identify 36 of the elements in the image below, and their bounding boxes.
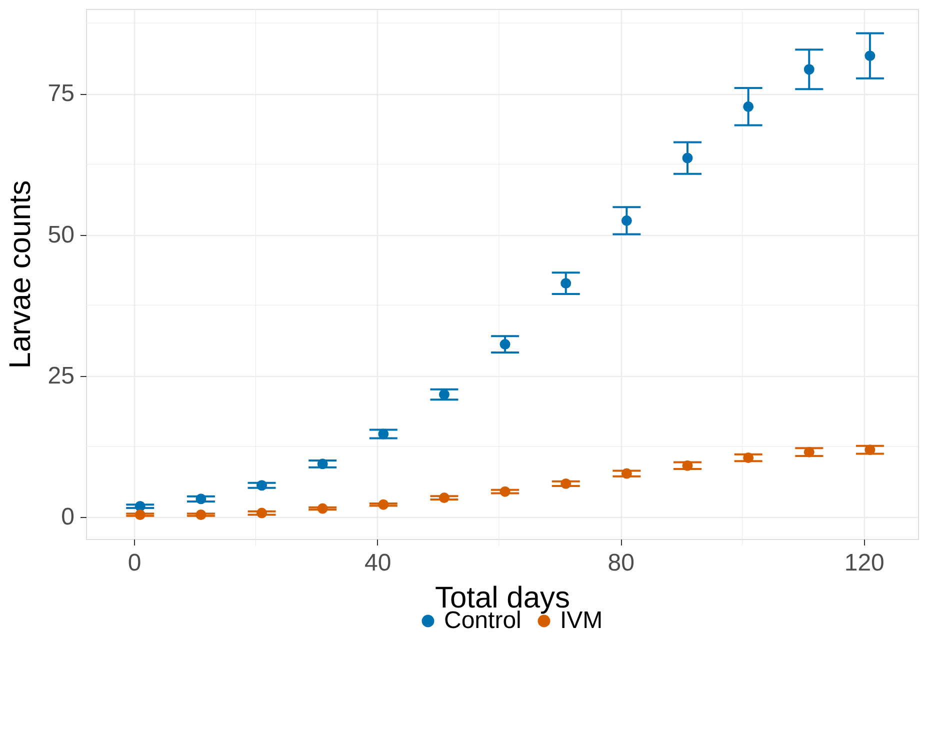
y-tick-label: 50 bbox=[48, 221, 74, 248]
point bbox=[560, 278, 572, 289]
point bbox=[560, 478, 572, 489]
x-tick-label: 80 bbox=[608, 550, 634, 576]
y-axis-title: Larvae counts bbox=[4, 180, 37, 369]
y-tick-label: 25 bbox=[48, 362, 74, 390]
point bbox=[500, 486, 510, 497]
point bbox=[196, 509, 206, 520]
x-tick-label: 40 bbox=[364, 550, 392, 576]
point bbox=[378, 428, 389, 440]
y-tick-label: 0 bbox=[61, 503, 74, 530]
point bbox=[378, 499, 389, 510]
point bbox=[134, 509, 146, 520]
point bbox=[682, 460, 693, 471]
point bbox=[743, 101, 754, 112]
point bbox=[196, 494, 206, 504]
point bbox=[804, 64, 814, 75]
point bbox=[317, 503, 328, 514]
x-tick-label: 120 bbox=[844, 550, 884, 576]
point bbox=[256, 508, 268, 518]
point bbox=[621, 215, 632, 226]
point bbox=[621, 468, 632, 479]
point bbox=[438, 492, 450, 504]
point bbox=[256, 480, 268, 491]
point bbox=[134, 501, 146, 512]
point bbox=[864, 444, 876, 456]
point bbox=[682, 152, 693, 164]
point bbox=[864, 50, 876, 62]
legend-label: IVM bbox=[560, 607, 603, 634]
point bbox=[804, 446, 814, 458]
point bbox=[438, 389, 450, 400]
point bbox=[743, 452, 754, 463]
y-tick-label: 75 bbox=[48, 80, 74, 108]
point bbox=[500, 339, 510, 350]
x-tick-label: 0 bbox=[128, 550, 142, 576]
point bbox=[317, 458, 328, 470]
